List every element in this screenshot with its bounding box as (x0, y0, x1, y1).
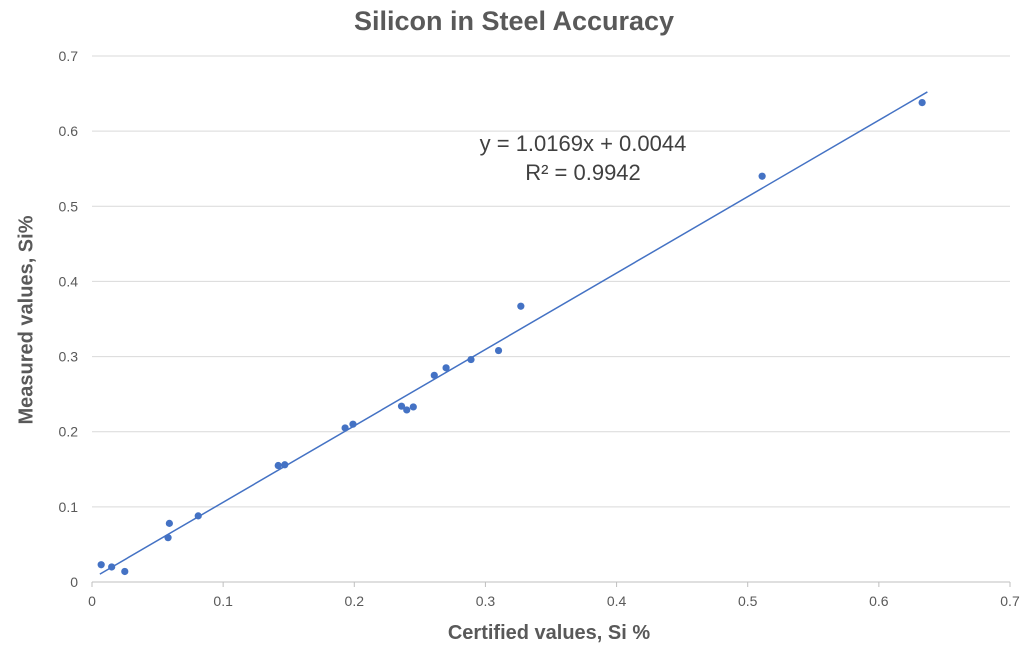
trend-equation: y = 1.0169x + 0.0044 (480, 131, 687, 156)
data-point (341, 424, 349, 432)
y-tick-label: 0.2 (59, 424, 79, 440)
x-tick-label: 0.3 (476, 593, 496, 609)
x-tick-label: 0.4 (607, 593, 627, 609)
y-tick-label: 0 (70, 574, 78, 590)
data-point (758, 172, 766, 180)
data-point (165, 519, 173, 527)
y-tick-label: 0.7 (59, 48, 79, 64)
data-point (274, 461, 282, 470)
y-tick-label: 0.3 (59, 349, 79, 365)
x-tick-label: 0.7 (1000, 593, 1020, 609)
x-tick-label: 0.2 (345, 593, 365, 609)
r-squared-label: R² = 0.9942 (525, 160, 641, 185)
data-point (108, 563, 116, 571)
chart-title: Silicon in Steel Accuracy (353, 6, 675, 36)
data-points (97, 98, 926, 576)
data-point (442, 364, 450, 372)
y-tick-label: 0.1 (59, 499, 79, 515)
data-point (397, 402, 406, 410)
data-point (467, 355, 475, 364)
axes: 0 0.1 0.2 0.3 0.4 0.5 0.6 0.7 0 0.1 0.2 0.3 0.4 0.5 0.… (59, 48, 1020, 609)
data-point (517, 302, 525, 310)
x-tick-label: 0.5 (738, 593, 758, 609)
data-point (281, 461, 289, 469)
data-point (349, 420, 357, 428)
data-point (121, 567, 129, 576)
data-point (164, 534, 172, 542)
trendline-group (99, 91, 928, 575)
data-point (194, 512, 202, 520)
data-point (403, 406, 411, 414)
y-tick-label: 0.6 (59, 123, 79, 139)
data-point (97, 561, 105, 569)
data-point (430, 371, 438, 379)
trendline (99, 91, 928, 575)
data-point (918, 98, 926, 107)
data-point (409, 403, 417, 411)
x-tick-label: 0 (88, 593, 96, 609)
x-tick-label: 0.1 (213, 593, 233, 609)
y-tick-label: 0.4 (59, 273, 79, 289)
gridlines (92, 55, 1010, 508)
x-axis-label: Certified values, Si % (447, 622, 651, 644)
x-tick-label: 0.6 (869, 593, 889, 609)
data-point (494, 346, 503, 355)
y-tick-label: 0.5 (59, 198, 79, 214)
